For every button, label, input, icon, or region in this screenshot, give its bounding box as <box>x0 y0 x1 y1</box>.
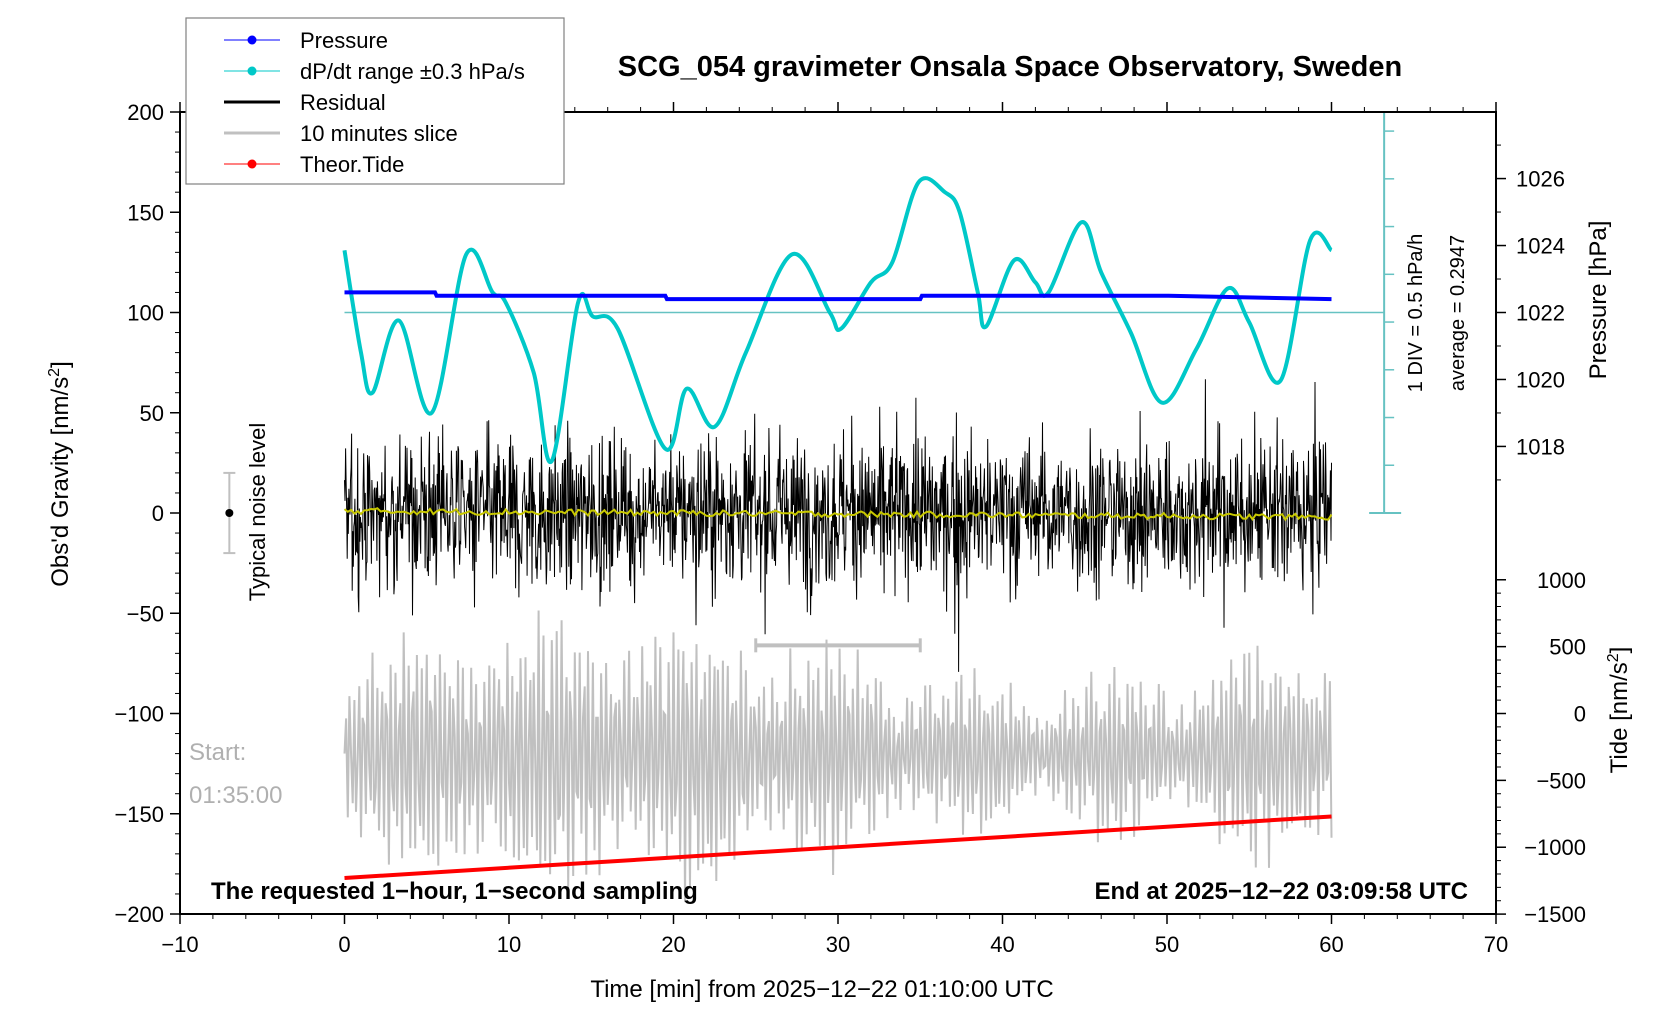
requested-sampling-label: The requested 1−hour, 1−second sampling <box>211 878 698 905</box>
pressure-tick-label: 1018 <box>1516 434 1565 459</box>
y-tick-label: −200 <box>114 902 164 927</box>
tide-tick-label: 500 <box>1549 635 1586 660</box>
noise-level-label: Typical noise level <box>245 423 270 602</box>
y-tick-label: −100 <box>114 702 164 727</box>
tide-tick-label: −1000 <box>1524 835 1586 860</box>
start-label: Start: <box>189 739 246 766</box>
pressure-tick-label: 1026 <box>1516 167 1565 192</box>
pressure-line <box>344 290 1332 302</box>
tide-tick-label: 1000 <box>1537 568 1586 593</box>
y-tick-label: 200 <box>127 100 164 125</box>
y-tick-label: 50 <box>140 401 164 426</box>
tide-axis-label: Tide [nm/s2] <box>1605 647 1633 774</box>
x-tick-label: 40 <box>990 932 1014 957</box>
chart-title: SCG_054 gravimeter Onsala Space Observat… <box>618 51 1402 83</box>
dpdt-line <box>342 176 1333 465</box>
average-label: average = 0.2947 <box>1447 235 1469 391</box>
y-axis-label-text: Obs'd Gravity [nm/s <box>47 377 74 587</box>
x-tick-label: 70 <box>1484 932 1508 957</box>
tide-tick-label: 0 <box>1574 702 1586 727</box>
x-tick-label: 10 <box>497 932 521 957</box>
legend-label: Pressure <box>300 28 388 53</box>
tide-tick-label: −1500 <box>1524 902 1586 927</box>
tide-label-bracket: ] <box>1606 647 1633 654</box>
pressure-axis-label: Pressure [hPa] <box>1585 221 1612 380</box>
axes-layer: −10 0 10 20 30 40 50 60 70−200−150−100−500501001… <box>114 100 1586 957</box>
slice-line <box>343 610 1333 903</box>
legend: Pressure dP/dt range ±0.3 hPa/s Residual 10… <box>185 17 565 185</box>
x-tick-label: 50 <box>1155 932 1179 957</box>
legend-marker <box>247 35 257 45</box>
residual-smoothed-line <box>343 507 1333 522</box>
div-label: 1 DIV = 0.5 hPa/h <box>1405 234 1427 392</box>
noise-bar-dot <box>225 509 234 517</box>
y-tick-label: 0 <box>152 501 164 526</box>
x-tick-label: 0 <box>338 932 350 957</box>
pressure-tick-label: 1024 <box>1516 234 1565 259</box>
legend-label: Residual <box>300 90 386 115</box>
start-time-label: 01:35:00 <box>189 782 282 809</box>
y-tick-label: 100 <box>127 301 164 326</box>
y-tick-label: −150 <box>114 802 164 827</box>
residual-line <box>344 379 1332 672</box>
x-axis-label: Time [min] from 2025−12−22 01:10:00 UTC <box>590 976 1053 1003</box>
legend-label: dP/dt range ±0.3 hPa/s <box>300 59 525 84</box>
x-tick-label: −10 <box>161 932 198 957</box>
x-tick-label: 60 <box>1319 932 1343 957</box>
series-layer <box>223 112 1402 903</box>
tide-label-superscript: 2 <box>1605 653 1622 662</box>
legend-marker <box>247 159 257 169</box>
legend-label: 10 minutes slice <box>300 121 458 146</box>
pressure-tick-label: 1022 <box>1516 301 1565 326</box>
y-axis-label: Obs'd Gravity [nm/s2] <box>46 361 74 587</box>
legend-marker <box>247 66 257 76</box>
y-axis-label-superscript: 2 <box>46 368 63 377</box>
pressure-tick-label: 1020 <box>1516 367 1565 392</box>
tide-tick-label: −500 <box>1536 768 1586 793</box>
y-tick-label: −50 <box>127 601 164 626</box>
y-axis-label-bracket: ] <box>47 361 74 368</box>
x-tick-label: 20 <box>661 932 685 957</box>
end-time-label: End at 2025−12−22 03:09:58 UTC <box>1094 878 1468 905</box>
legend-label: Theor.Tide <box>300 152 404 177</box>
x-tick-label: 30 <box>826 932 850 957</box>
y-tick-label: 150 <box>127 200 164 225</box>
tide-line <box>344 814 1332 880</box>
plot-frame <box>179 111 1497 915</box>
tide-label-text: Tide [nm/s <box>1606 662 1633 773</box>
